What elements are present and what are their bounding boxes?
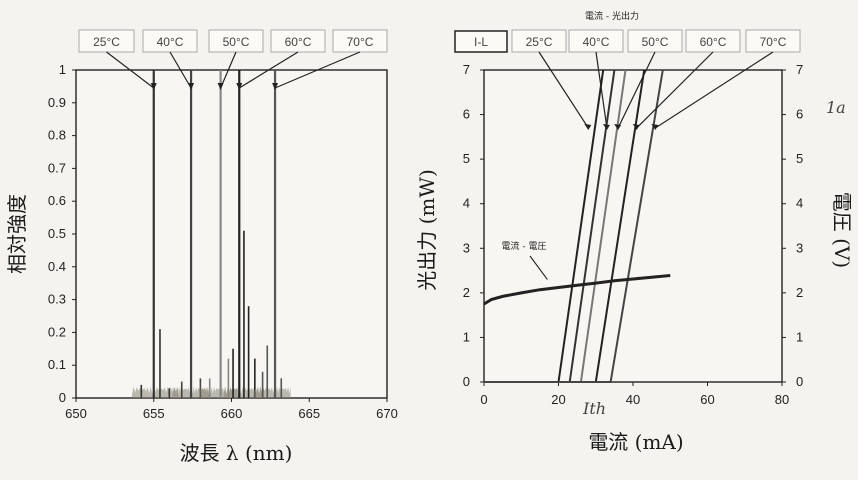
il-legend-title-box xyxy=(454,30,508,53)
spectrum-legend-arrow xyxy=(238,51,299,89)
spectrum-x-tick-label: 670 xyxy=(376,406,398,421)
spectrum-legend-label: 25°C xyxy=(93,35,120,49)
spectrum-y-axis-title: 相対強度 xyxy=(5,194,29,274)
spectrum-y-tick-label: 1 xyxy=(59,62,66,77)
spectrum-arrowhead xyxy=(188,83,195,90)
il-legend-arrow xyxy=(655,51,774,129)
il-plot-area xyxy=(483,69,783,383)
il-y-tick-label: 3 xyxy=(463,240,470,255)
spectrum-legend-label: 60°C xyxy=(285,35,312,49)
il-y-tick-label: 4 xyxy=(463,196,470,211)
il-y2-axis-title: 電圧 (V) xyxy=(830,192,854,268)
il-y-tick-label: 0 xyxy=(463,374,470,389)
il-arrowhead xyxy=(584,123,592,130)
iv-annotation-label: 電流 - 電圧 xyxy=(502,240,547,252)
il-y-tick-label: 1 xyxy=(463,329,470,344)
spectrum-x-tick-label: 650 xyxy=(65,406,87,421)
spectrum-legend-arrow xyxy=(274,51,361,89)
il-y-tick-label: 6 xyxy=(463,107,470,122)
il-y2-tick-label: 2 xyxy=(796,285,803,300)
il-y2-tick-label: 6 xyxy=(796,107,803,122)
spectrum-legend-arrow xyxy=(169,51,192,89)
spectrum-arrowhead xyxy=(150,83,157,90)
il-chart-title: 電流 - 光出力 xyxy=(585,10,639,22)
spectrum-x-axis-title: 波長 λ (nm) xyxy=(180,441,293,465)
spectrum-y-tick-label: 0.4 xyxy=(48,259,66,274)
il-legend-label: 70°C xyxy=(760,35,787,49)
il-arrowhead xyxy=(632,123,640,130)
il-y-axis-title: 光出力 (mW) xyxy=(415,169,439,290)
spectrum-y-tick-label: 0.3 xyxy=(48,292,66,307)
il-chart: 0 20 40 60 80 0 1 2 3 4 5 6 7 0 1 2 3 4 5 6 7 25°C 40°C 50°C 60… xyxy=(415,10,854,454)
spectrum-x-tick-label: 660 xyxy=(221,406,243,421)
il-y-tick-label: 5 xyxy=(463,151,470,166)
spectrum-x-tick-label: 665 xyxy=(298,406,320,421)
il-legend-arrow xyxy=(538,51,589,129)
il-legend-arrow xyxy=(595,51,608,129)
il-arrowhead xyxy=(651,123,659,130)
il-legend-label: 50°C xyxy=(642,35,669,49)
il-legend-label: 40°C xyxy=(583,35,610,49)
il-x-tick-label: 80 xyxy=(775,392,789,407)
il-y2-tick-label: 5 xyxy=(796,151,803,166)
iv-annotation-arrow xyxy=(529,255,548,280)
spectrum-plot-area xyxy=(75,69,388,399)
spectrum-legend-arrow xyxy=(106,51,155,89)
spectrum-y-tick-label: 0.6 xyxy=(48,193,66,208)
il-curve xyxy=(484,69,664,383)
il-x-tick-label: 20 xyxy=(551,392,565,407)
il-legend-label: 25°C xyxy=(526,35,553,49)
il-x-tick-label: 0 xyxy=(480,392,487,407)
il-arrowhead xyxy=(614,123,622,130)
il-x-tick-label: 40 xyxy=(626,392,640,407)
il-legend-title: I-L xyxy=(474,35,488,49)
il-y2-tick-label: 0 xyxy=(796,374,803,389)
spectrum-chart: 650 655 660 665 670 0 0.1 0.2 0.3 0.4 0.5 0.6 0.7 0.8… xyxy=(5,29,398,465)
handwritten-1a: 1a xyxy=(826,98,846,117)
il-legend-arrow xyxy=(636,51,714,129)
il-y2-tick-label: 3 xyxy=(796,240,803,255)
il-y-tick-label: 2 xyxy=(463,285,470,300)
il-x-axis-title: 電流 (mA) xyxy=(588,430,683,454)
spectrum-x-tick-label: 655 xyxy=(143,406,165,421)
il-x-tick-label: 60 xyxy=(700,392,714,407)
spectrum-noise-0 xyxy=(131,386,179,398)
spectrum-y-tick-label: 0.2 xyxy=(48,324,66,339)
spectrum-arrowhead xyxy=(272,83,279,90)
spectrum-y-tick-label: 0.5 xyxy=(48,226,66,241)
il-legend-arrow xyxy=(617,51,656,129)
il-y-tick-label: 7 xyxy=(463,62,470,77)
il-arrowhead xyxy=(602,123,610,130)
spectrum-y-tick-label: 0 xyxy=(59,390,66,405)
spectrum-legend-label: 50°C xyxy=(223,35,250,49)
il-y2-tick-label: 4 xyxy=(796,196,803,211)
iv-curve xyxy=(483,274,671,306)
spectrum-y-tick-label: 0.9 xyxy=(48,95,66,110)
spectrum-arrowhead xyxy=(236,83,243,90)
il-y2-tick-label: 7 xyxy=(796,62,803,77)
spectrum-legend-arrow xyxy=(220,51,237,89)
il-y2-tick-label: 1 xyxy=(796,329,803,344)
spectrum-legend-label: 70°C xyxy=(347,35,374,49)
spectrum-legend-label: 40°C xyxy=(157,35,184,49)
spectrum-y-tick-label: 0.8 xyxy=(48,128,66,143)
handwritten-ith: Ith xyxy=(582,399,606,418)
il-legend-label: 60°C xyxy=(700,35,727,49)
spectrum-y-tick-label: 0.7 xyxy=(48,160,66,175)
spectrum-arrowhead xyxy=(217,83,224,90)
spectrum-y-tick-label: 0.1 xyxy=(48,357,66,372)
